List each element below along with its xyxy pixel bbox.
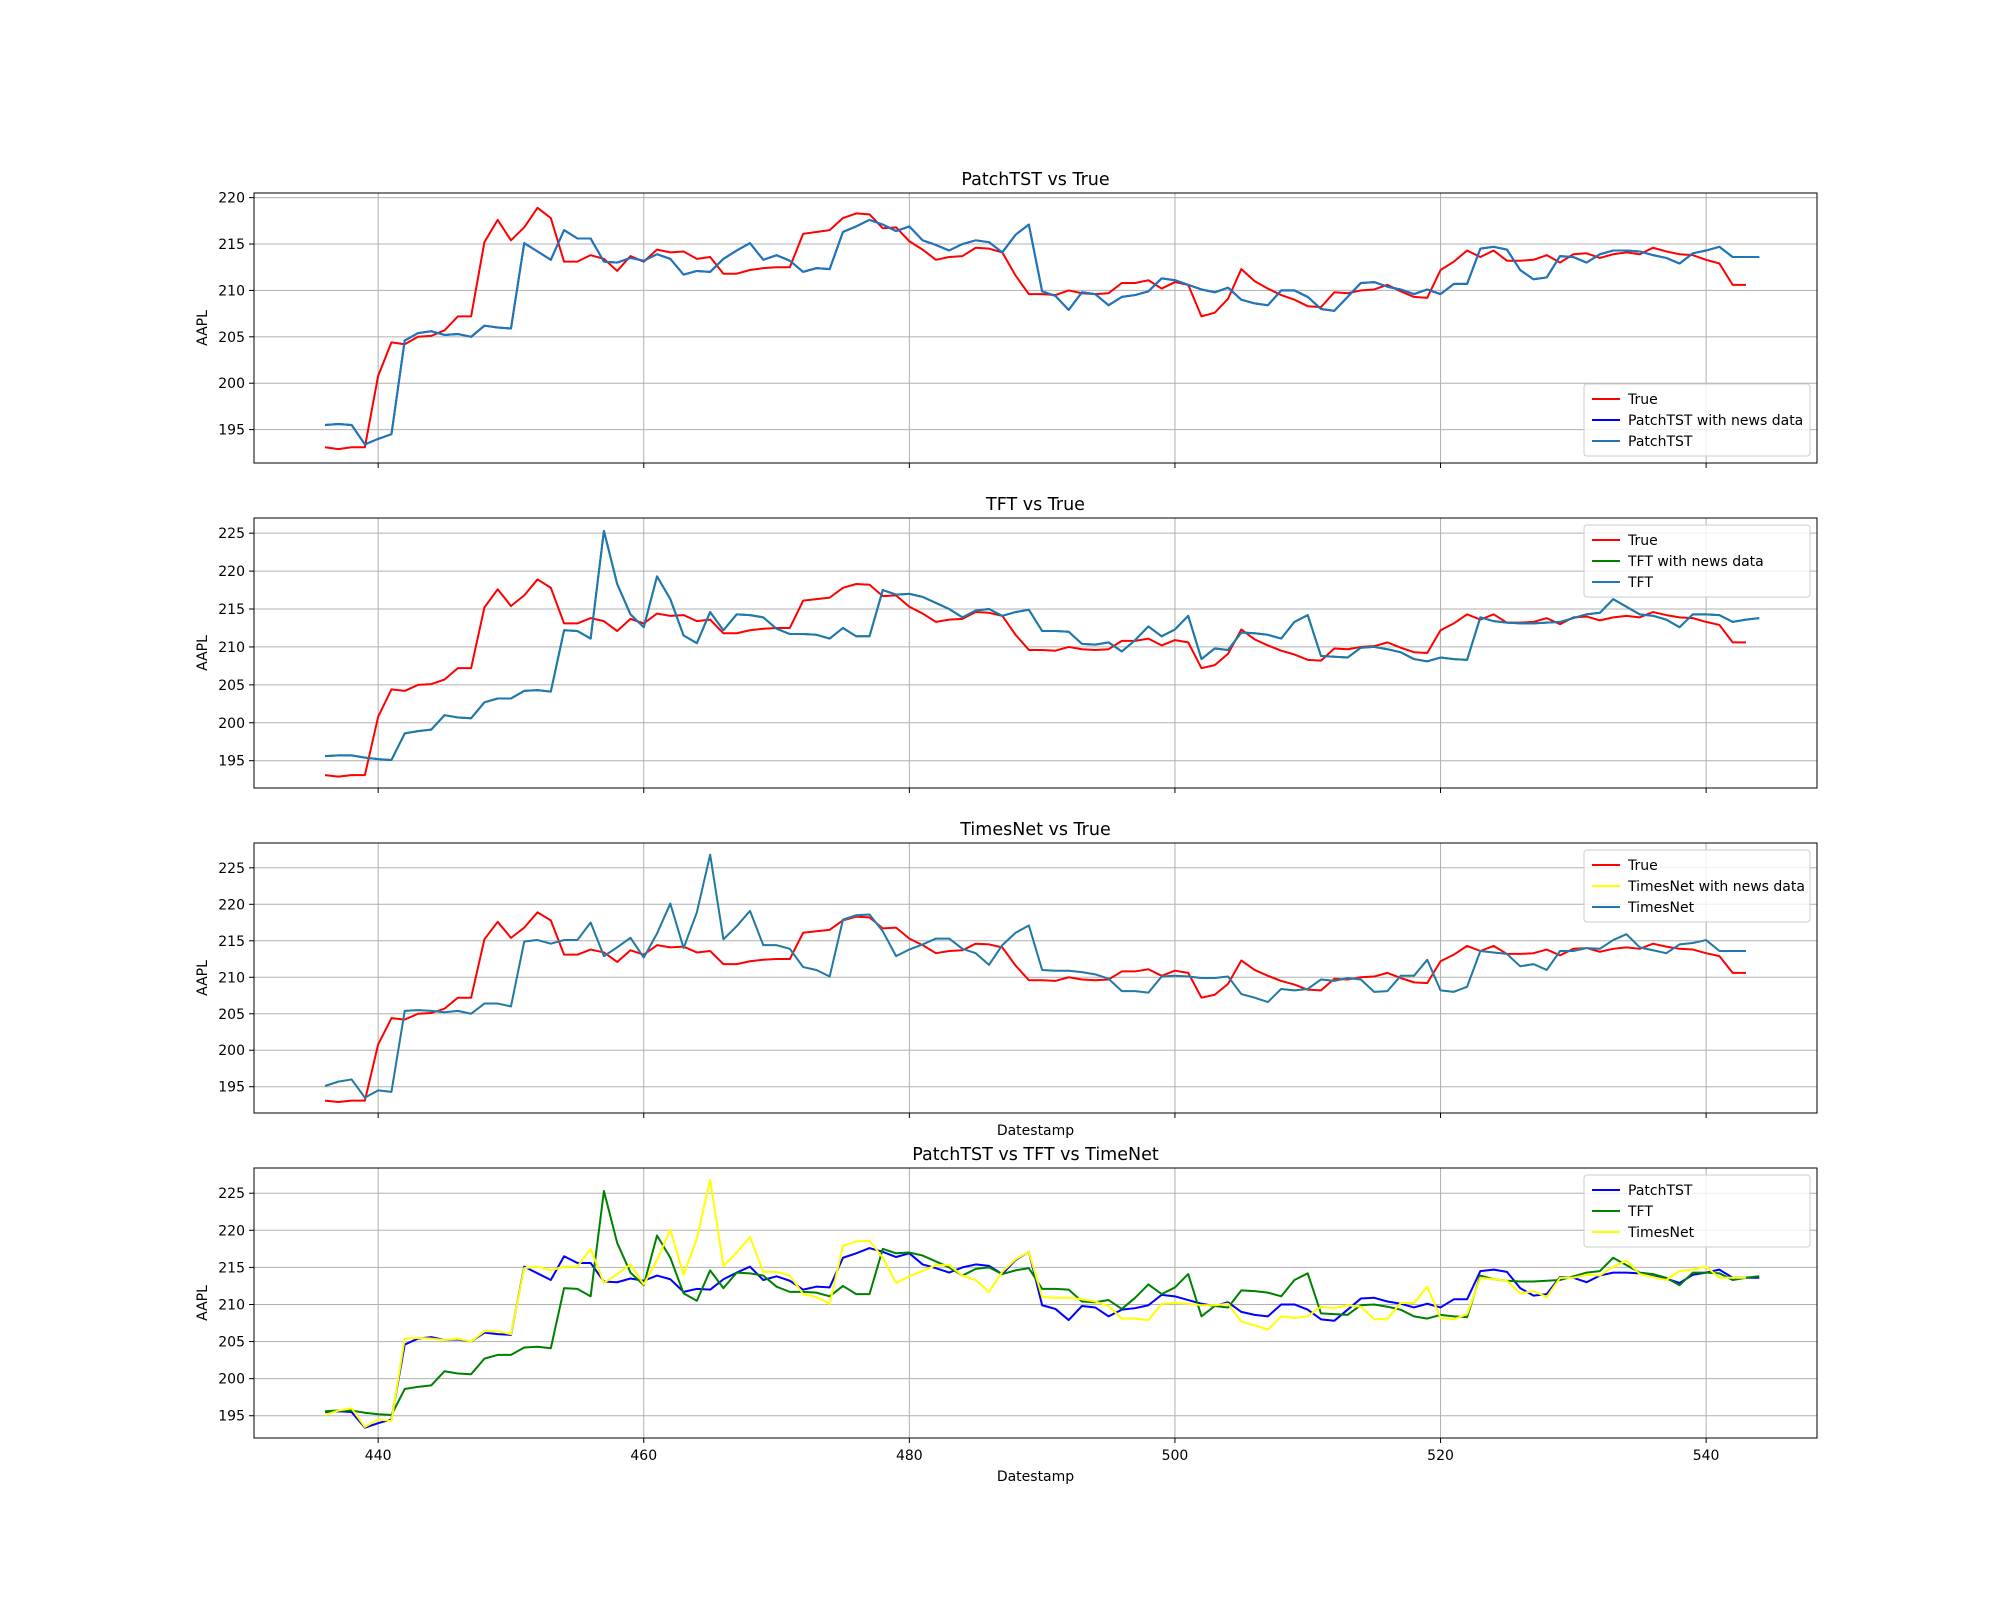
chart-title: TimesNet vs True: [959, 820, 1110, 840]
x-tick-label: 500: [1162, 1448, 1189, 1464]
legend-entry: TFT with news data: [1627, 554, 1764, 570]
legend-entry: PatchTST: [1628, 434, 1693, 450]
series-line-tft-with-news-data: [324, 529, 1760, 761]
y-tick-label: 205: [218, 1007, 245, 1023]
y-tick-label: 200: [218, 376, 245, 392]
x-tick-label: 440: [365, 1448, 392, 1464]
legend-entry: TimesNet: [1627, 900, 1695, 916]
y-tick-label: 195: [218, 423, 245, 439]
chart-title: TFT vs True: [985, 495, 1085, 515]
y-axis-label: AAPL: [195, 1285, 211, 1321]
legend-box: [1583, 849, 1811, 923]
series-line-patchtst: [324, 1247, 1760, 1429]
legend: True TimesNet with news data TimesNet: [1583, 849, 1811, 923]
legend-entry: True: [1627, 392, 1658, 408]
series-line-timesnet: [324, 1178, 1746, 1428]
axes-frame: [253, 192, 1818, 464]
y-tick-label: 215: [218, 934, 245, 950]
y-tick-label: 210: [218, 1297, 245, 1313]
legend-box: [1583, 1174, 1811, 1248]
y-tick-label: 220: [218, 897, 245, 913]
chart-title: PatchTST vs TFT vs TimeNet: [912, 1145, 1159, 1165]
legend-entry: PatchTST with news data: [1628, 413, 1803, 429]
legend-entry: TFT: [1627, 575, 1653, 591]
y-tick-label: 225: [218, 526, 245, 542]
y-tick-label: 210: [218, 640, 245, 656]
y-tick-label: 205: [218, 678, 245, 694]
series-line-tft: [324, 1189, 1760, 1417]
chart-title: PatchTST vs True: [961, 170, 1109, 190]
x-axis-label: Datestamp: [997, 1469, 1074, 1485]
y-tick-label: 195: [218, 754, 245, 770]
legend-box: [1583, 383, 1811, 457]
y-tick-label: 210: [218, 283, 245, 299]
subplot-3: 195 200 205 210 215 220 225 TimesNet vs True AAP…: [195, 820, 1818, 1139]
y-tick-label: 215: [218, 1260, 245, 1276]
y-tick-label: 200: [218, 716, 245, 732]
legend: True TFT with news data TFT: [1583, 524, 1811, 598]
y-tick-label: 195: [218, 1409, 245, 1425]
axes-frame: [253, 517, 1818, 789]
series-line-timesnet: [324, 853, 1746, 1099]
subplot-1: 195 200 205 210 215 220 PatchTST vs True AAPL Tr…: [195, 170, 1818, 468]
y-axis-label: AAPL: [195, 635, 211, 671]
x-tick-label: 460: [630, 1448, 657, 1464]
legend-entry: TimesNet with news data: [1627, 879, 1805, 895]
y-axis-label: AAPL: [195, 310, 211, 346]
series-line-true: [324, 911, 1746, 1104]
legend-entry: TFT: [1627, 1204, 1653, 1220]
y-tick-label: 210: [218, 970, 245, 986]
axes-frame: [253, 1167, 1818, 1439]
y-tick-label: 220: [218, 191, 245, 207]
y-tick-label: 225: [218, 861, 245, 877]
series-line-true: [324, 206, 1746, 451]
y-tick-label: 225: [218, 1186, 245, 1202]
y-tick-label: 220: [218, 564, 245, 580]
subplot-4: 440 460 480 500 520 540 195 200 205 210 215 220 225 P…: [195, 1145, 1818, 1485]
legend-entry: TimesNet: [1627, 1225, 1695, 1241]
series-line-timesnet-with-news-data: [324, 853, 1746, 1099]
y-tick-label: 205: [218, 330, 245, 346]
subplot-2: 195 200 205 210 215 220 225 TFT vs True AAPL True…: [195, 495, 1818, 793]
series-line-patchtst: [324, 218, 1760, 446]
legend-entry: True: [1627, 858, 1658, 874]
axes-frame: [253, 842, 1818, 1114]
legend-entry: PatchTST: [1628, 1183, 1693, 1199]
x-tick-label: 520: [1427, 1448, 1454, 1464]
y-tick-label: 205: [218, 1335, 245, 1351]
x-axis-label: Datestamp: [997, 1123, 1074, 1139]
legend-box: [1583, 524, 1811, 598]
legend: PatchTST TFT TimesNet: [1583, 1174, 1811, 1248]
y-tick-label: 200: [218, 1372, 245, 1388]
y-tick-label: 200: [218, 1043, 245, 1059]
y-tick-label: 215: [218, 237, 245, 253]
legend-entry: True: [1627, 533, 1658, 549]
series-line-tft: [324, 529, 1760, 761]
y-axis-label: AAPL: [195, 960, 211, 996]
y-tick-label: 195: [218, 1080, 245, 1096]
legend: True PatchTST with news data PatchTST: [1583, 383, 1811, 457]
y-tick-label: 215: [218, 602, 245, 618]
x-tick-label: 480: [896, 1448, 923, 1464]
x-tick-label: 540: [1693, 1448, 1720, 1464]
y-tick-label: 220: [218, 1223, 245, 1239]
